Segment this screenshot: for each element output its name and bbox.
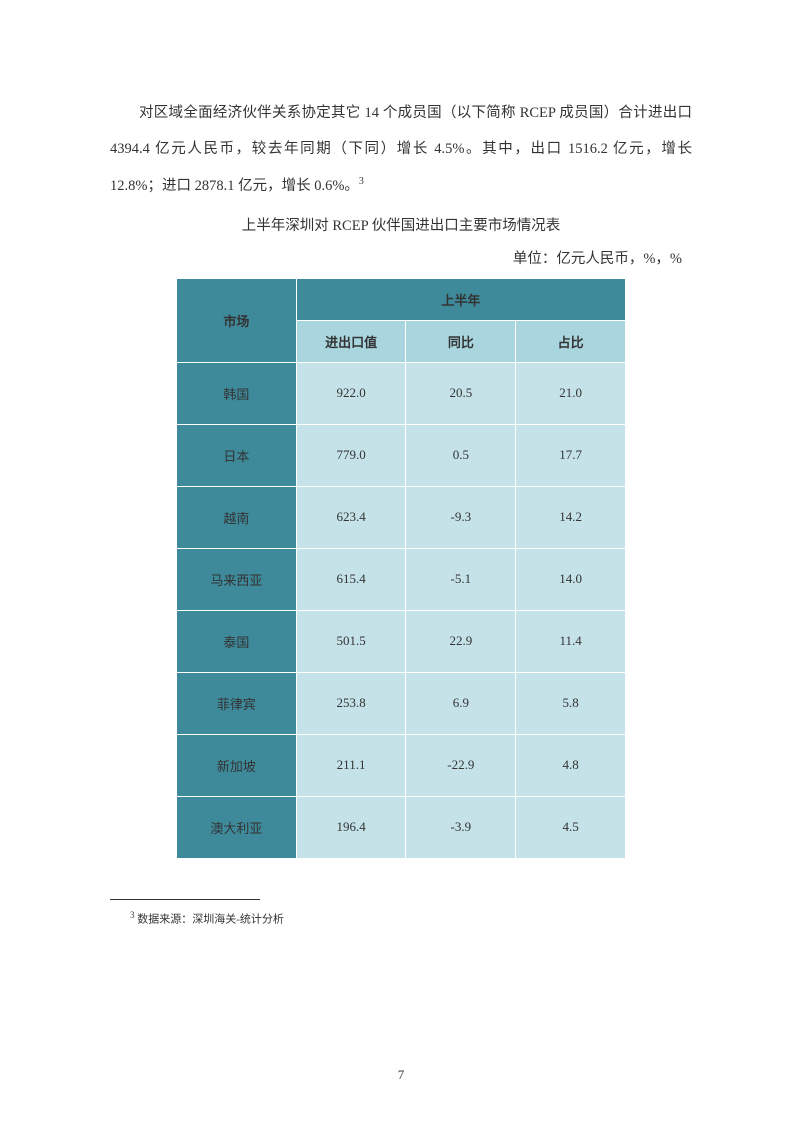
table-row: 越南 623.4 -9.3 14.2 [177, 486, 626, 548]
table-row: 菲律宾 253.8 6.9 5.8 [177, 672, 626, 734]
cell-share: 14.0 [516, 548, 626, 610]
cell-value: 615.4 [296, 548, 406, 610]
col-header-yoy: 同比 [406, 320, 516, 362]
paragraph-text: 对区域全面经济伙伴关系协定其它 14 个成员国（以下简称 RCEP 成员国）合计… [110, 105, 692, 194]
footnote-text: 数据来源：深圳海关-统计分析 [135, 913, 284, 925]
cell-value: 922.0 [296, 362, 406, 424]
cell-share: 17.7 [516, 424, 626, 486]
footnote: 3 数据来源：深圳海关-统计分析 [0, 910, 802, 927]
page-number: 7 [0, 1067, 802, 1083]
table-row: 马来西亚 615.4 -5.1 14.0 [177, 548, 626, 610]
cell-yoy: -9.3 [406, 486, 516, 548]
cell-value: 211.1 [296, 734, 406, 796]
cell-share: 21.0 [516, 362, 626, 424]
cell-market: 韩国 [177, 362, 297, 424]
cell-market: 泰国 [177, 610, 297, 672]
cell-value: 779.0 [296, 424, 406, 486]
cell-value: 253.8 [296, 672, 406, 734]
table-row: 新加坡 211.1 -22.9 4.8 [177, 734, 626, 796]
cell-yoy: 22.9 [406, 610, 516, 672]
cell-value: 196.4 [296, 796, 406, 858]
col-header-share: 占比 [516, 320, 626, 362]
cell-yoy: -22.9 [406, 734, 516, 796]
body-paragraph: 对区域全面经济伙伴关系协定其它 14 个成员国（以下简称 RCEP 成员国）合计… [110, 95, 692, 204]
table-row: 澳大利亚 196.4 -3.9 4.5 [177, 796, 626, 858]
col-header-period: 上半年 [296, 278, 625, 320]
cell-yoy: -5.1 [406, 548, 516, 610]
cell-yoy: -3.9 [406, 796, 516, 858]
col-header-value: 进出口值 [296, 320, 406, 362]
table-title: 上半年深圳对 RCEP 伙伴国进出口主要市场情况表 [110, 214, 692, 235]
cell-share: 4.5 [516, 796, 626, 858]
cell-value: 501.5 [296, 610, 406, 672]
rcep-market-table: 市场 上半年 进出口值 同比 占比 韩国 922.0 20.5 21.0 日本 … [176, 278, 626, 859]
cell-value: 623.4 [296, 486, 406, 548]
footnote-separator [110, 899, 260, 900]
cell-market: 越南 [177, 486, 297, 548]
cell-share: 4.8 [516, 734, 626, 796]
cell-share: 5.8 [516, 672, 626, 734]
cell-yoy: 6.9 [406, 672, 516, 734]
cell-yoy: 20.5 [406, 362, 516, 424]
cell-market: 澳大利亚 [177, 796, 297, 858]
cell-market: 日本 [177, 424, 297, 486]
col-header-market: 市场 [177, 278, 297, 362]
cell-share: 14.2 [516, 486, 626, 548]
footnote-reference: 3 [359, 176, 364, 187]
cell-yoy: 0.5 [406, 424, 516, 486]
table-row: 日本 779.0 0.5 17.7 [177, 424, 626, 486]
cell-market: 菲律宾 [177, 672, 297, 734]
table-row: 泰国 501.5 22.9 11.4 [177, 610, 626, 672]
table-row: 韩国 922.0 20.5 21.0 [177, 362, 626, 424]
cell-market: 马来西亚 [177, 548, 297, 610]
table-body: 韩国 922.0 20.5 21.0 日本 779.0 0.5 17.7 越南 … [177, 362, 626, 858]
cell-market: 新加坡 [177, 734, 297, 796]
table-unit: 单位：亿元人民币，%，% [110, 247, 692, 268]
cell-share: 11.4 [516, 610, 626, 672]
